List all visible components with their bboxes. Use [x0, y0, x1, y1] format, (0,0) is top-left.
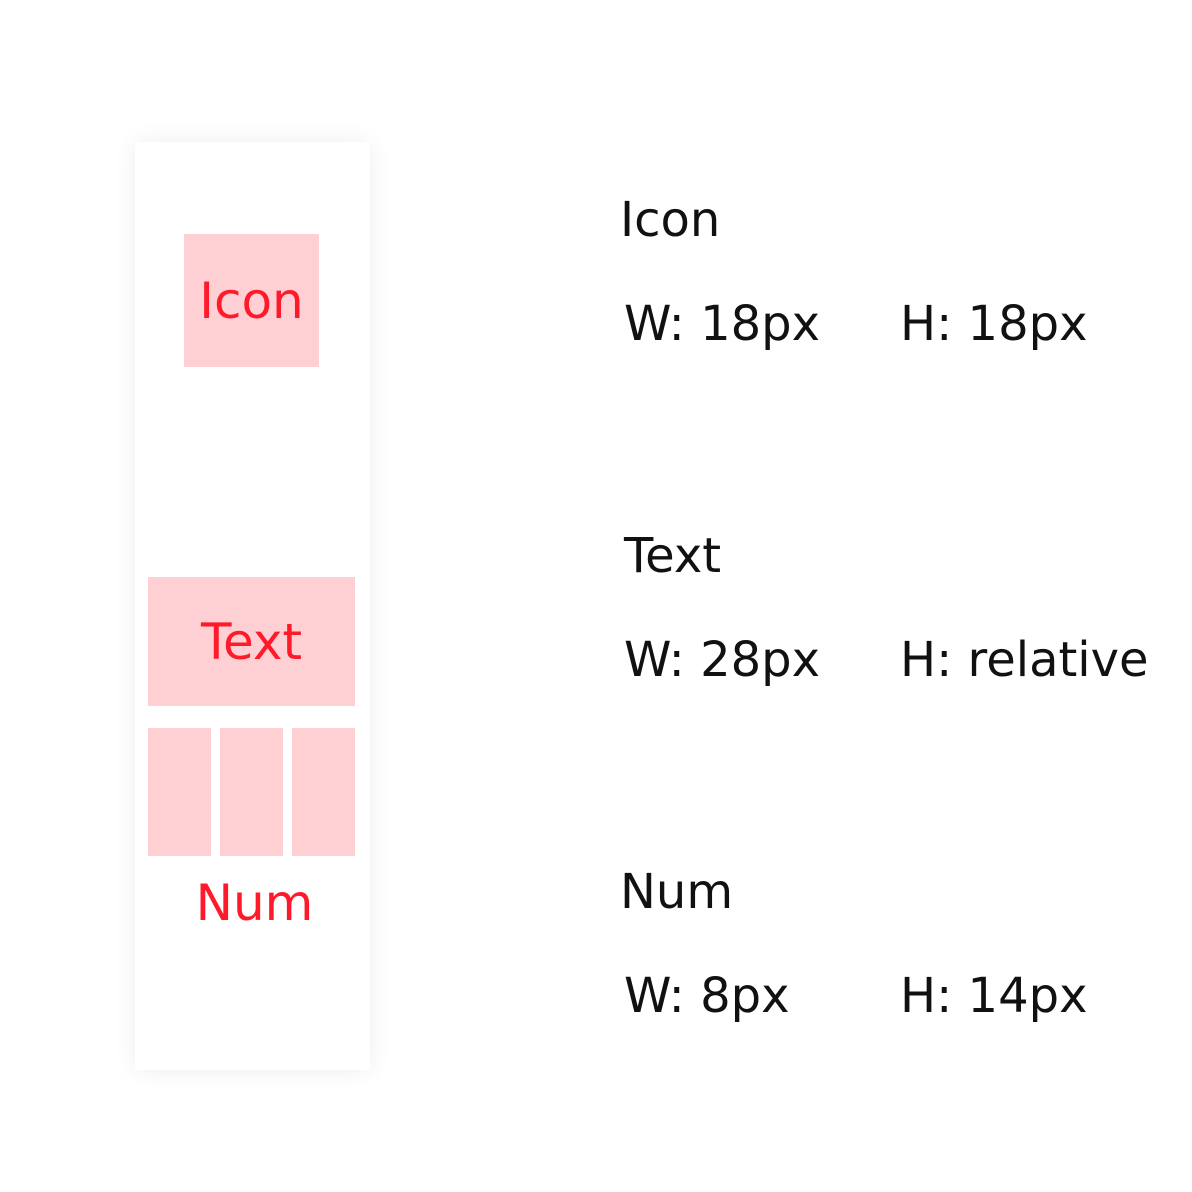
icon-spec-title: Icon [620, 192, 721, 248]
num-digit-cell [220, 728, 283, 856]
text-spec-height: H: relative [900, 632, 1149, 688]
num-spec-width: W: 8px [624, 968, 790, 1024]
text-placeholder-label: Text [200, 612, 303, 671]
text-placeholder: Text [148, 577, 355, 706]
text-spec-width: W: 28px [624, 632, 821, 688]
icon-placeholder-label: Icon [199, 271, 304, 330]
icon-spec-height: H: 18px [900, 296, 1088, 352]
num-digit-cell [292, 728, 355, 856]
num-digit-cell [148, 728, 211, 856]
icon-spec-width: W: 18px [624, 296, 821, 352]
text-spec-title: Text [624, 528, 722, 584]
num-spec-title: Num [620, 864, 734, 920]
num-spec-height: H: 14px [900, 968, 1088, 1024]
num-placeholder-label: Num [195, 874, 314, 932]
icon-placeholder: Icon [184, 234, 319, 367]
